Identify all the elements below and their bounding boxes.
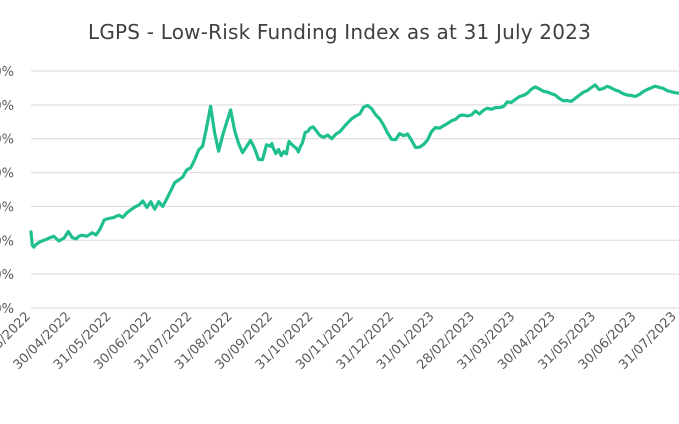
x-axis-tick-labels: 31/03/202230/04/202231/05/202230/06/2022… (0, 309, 679, 373)
y-tick-label: 120% (0, 99, 14, 114)
y-tick-label: 100% (0, 167, 14, 182)
series-layer (29, 83, 679, 249)
chart-title: LGPS - Low-Risk Funding Index as at 31 J… (87, 20, 592, 44)
y-tick-label: 110% (0, 133, 14, 148)
y-tick-label: 130% (0, 65, 14, 80)
y-tick-label: 80% (0, 234, 14, 249)
series-line (29, 83, 679, 249)
y-tick-label: 70% (0, 268, 14, 283)
y-axis-tick-labels: 60% 70% 80% 90% 100% 110% 120% 130% (0, 65, 14, 317)
y-tick-label: 90% (0, 200, 14, 215)
gridlines (31, 70, 679, 309)
y-tick-label: 60% (0, 302, 14, 317)
